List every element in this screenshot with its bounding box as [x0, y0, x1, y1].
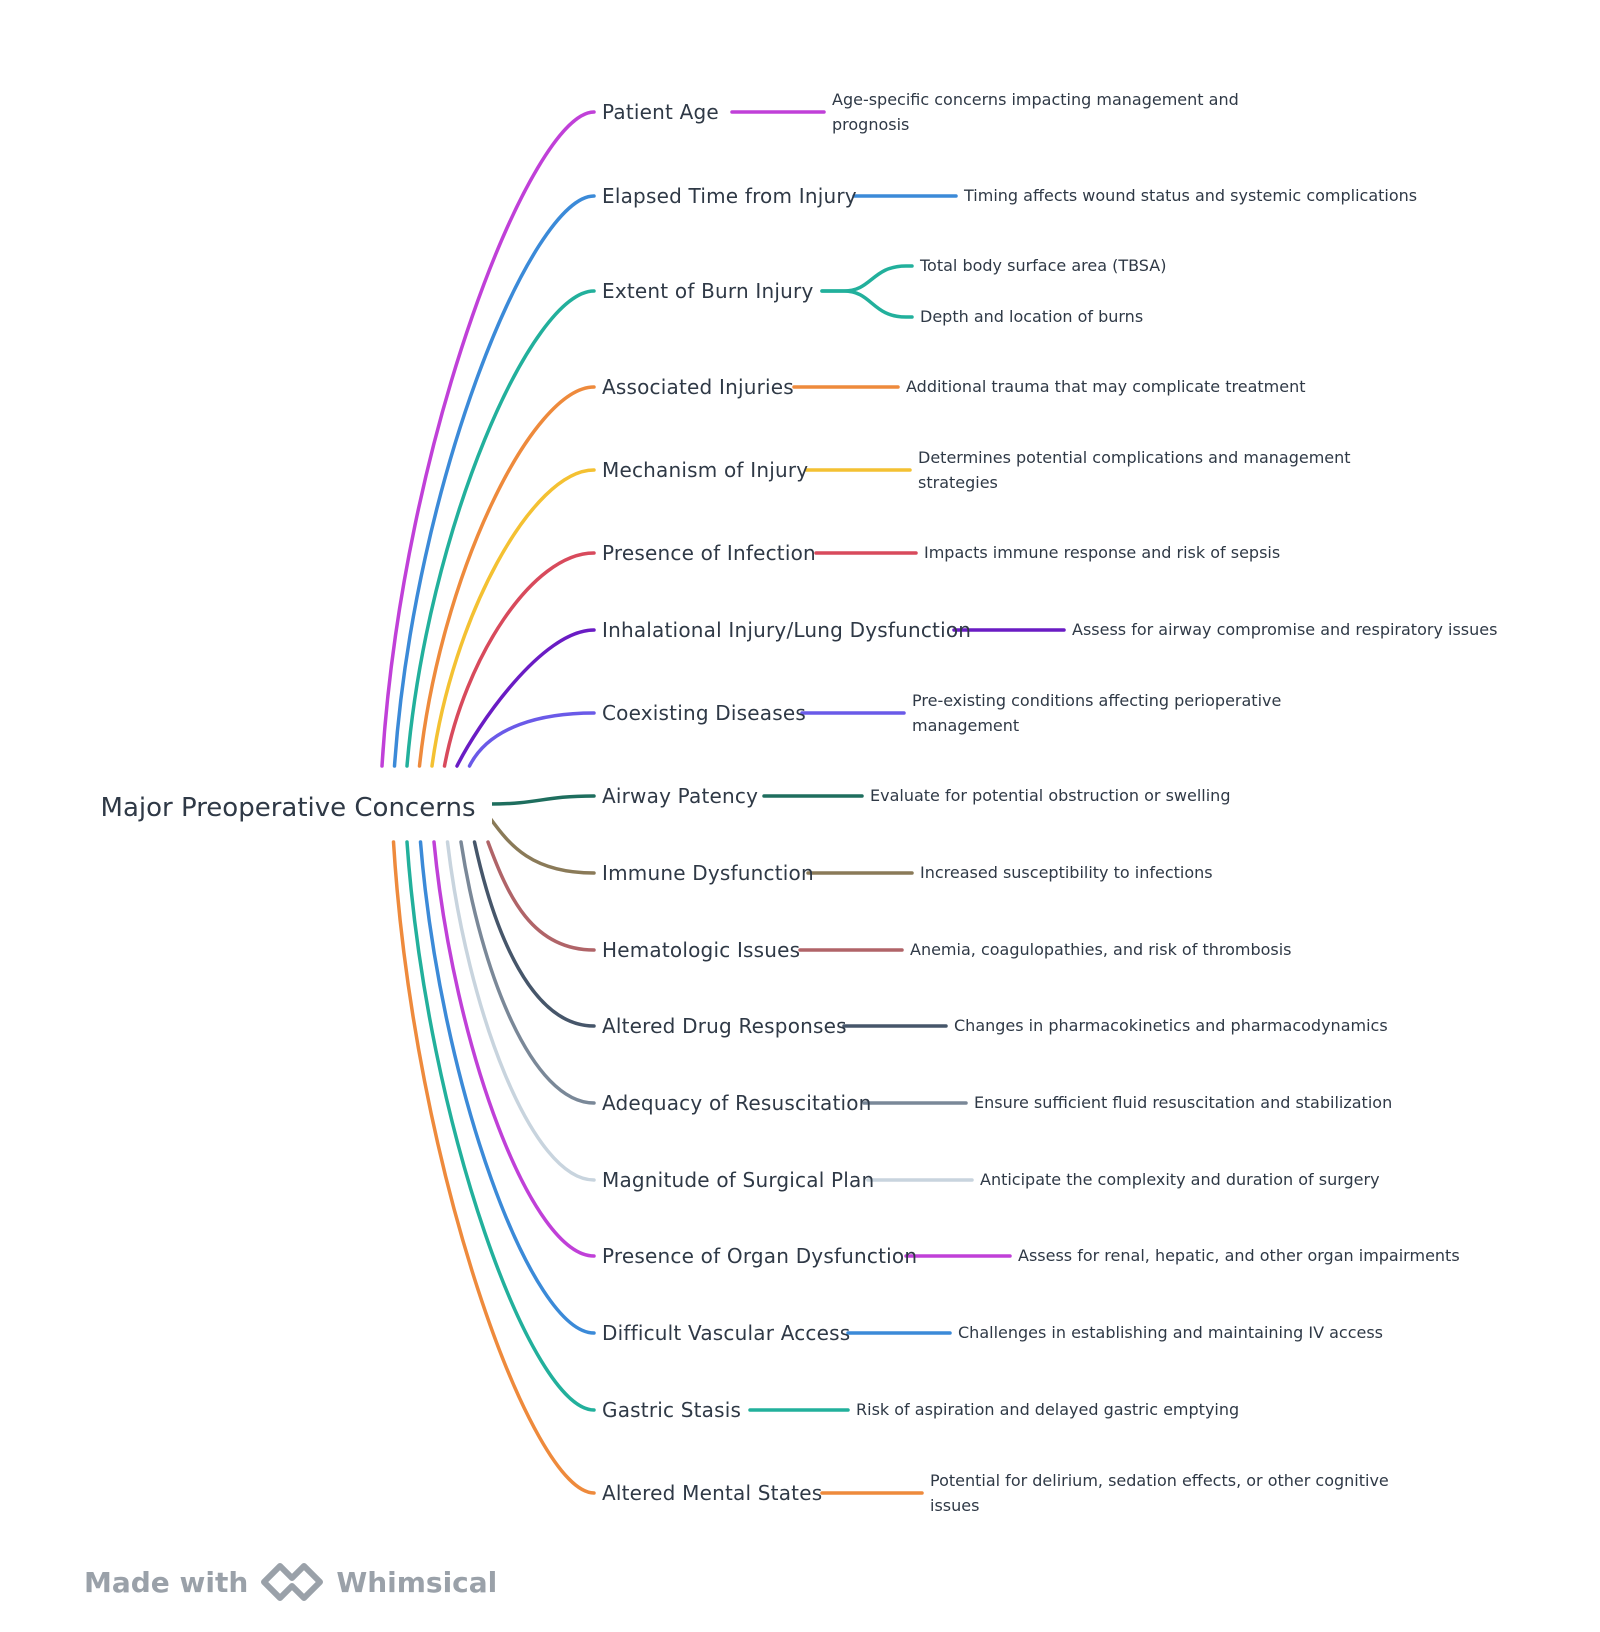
root-node[interactable]: Major Preoperative Concerns	[84, 776, 492, 840]
root-connector	[455, 628, 596, 768]
detail-node[interactable]: Evaluate for potential obstruction or sw…	[870, 786, 1231, 805]
topic-node[interactable]: Altered Mental States	[602, 1481, 822, 1505]
detail-node[interactable]: Challenges in establishing and maintaini…	[958, 1323, 1384, 1342]
topic-node[interactable]: Difficult Vascular Access	[602, 1321, 850, 1345]
topic-label: Airway Patency	[602, 784, 759, 808]
topic-node[interactable]: Patient Age	[602, 100, 719, 124]
whimsical-logo-icon	[261, 1563, 324, 1601]
topic-node[interactable]: Immune Dysfunction	[602, 861, 814, 885]
detail-node[interactable]: Anticipate the complexity and duration o…	[980, 1170, 1380, 1189]
root-connector	[488, 816, 596, 875]
topic-node[interactable]: Presence of Organ Dysfunction	[602, 1244, 917, 1268]
topic-node[interactable]: Mechanism of Injury	[602, 458, 808, 482]
topic-label: Elapsed Time from Injury	[602, 184, 857, 208]
topic-node[interactable]: Gastric Stasis	[602, 1398, 741, 1422]
topic-label: Patient Age	[602, 100, 719, 124]
root-connector	[459, 840, 596, 1105]
topic-node[interactable]: Extent of Burn Injury	[602, 279, 814, 303]
topic-label: Presence of Infection	[602, 541, 816, 565]
topic-label: Mechanism of Injury	[602, 458, 809, 482]
topic-label: Extent of Burn Injury	[602, 279, 814, 303]
detail-node[interactable]: Potential for delirium, sedation effects…	[930, 1471, 1389, 1515]
topic-node[interactable]: Associated Injuries	[602, 375, 794, 399]
root-connector	[392, 194, 596, 768]
topic-label: Associated Injuries	[602, 375, 794, 399]
detail-node[interactable]: Assess for renal, hepatic, and other org…	[1018, 1246, 1460, 1265]
detail-node[interactable]: Total body surface area (TBSA)	[920, 256, 1167, 275]
detail-node[interactable]: Risk of aspiration and delayed gastric e…	[856, 1400, 1240, 1419]
topic-label: Coexisting Diseases	[602, 701, 806, 725]
made-with-text: Made with	[84, 1565, 249, 1599]
topic-node[interactable]: Magnitude of Surgical Plan	[602, 1168, 874, 1192]
root-connector	[405, 289, 596, 768]
topic-node[interactable]: Airway Patency	[602, 784, 758, 808]
topic-label: Altered Mental States	[602, 1481, 823, 1505]
root-connector	[380, 110, 596, 768]
topic-node[interactable]: Presence of Infection	[602, 541, 816, 565]
topic-node[interactable]: Adequacy of Resuscitation	[602, 1091, 872, 1115]
topic-node[interactable]: Inhalational Injury/Lung Dysfunction	[602, 618, 971, 642]
root-connector	[405, 840, 596, 1412]
detail-node[interactable]: Timing affects wound status and systemic…	[964, 186, 1418, 205]
topic-label: Difficult Vascular Access	[602, 1321, 851, 1345]
topic-label: Adequacy of Resuscitation	[602, 1091, 872, 1115]
topic-label: Hematologic Issues	[602, 938, 801, 962]
detail-node[interactable]: Increased susceptibility to infections	[920, 863, 1213, 882]
detail-node[interactable]: Additional trauma that may complicate tr…	[906, 377, 1306, 396]
detail-node[interactable]: Pre-existing conditions affecting periop…	[912, 691, 1282, 735]
root-connector	[442, 551, 596, 768]
detail-node[interactable]: Assess for airway compromise and respira…	[1072, 620, 1498, 639]
topic-label: Presence of Organ Dysfunction	[602, 1244, 918, 1268]
detail-node[interactable]: Anemia, coagulopathies, and risk of thro…	[910, 940, 1292, 959]
root-connector	[488, 794, 596, 806]
root-connector	[467, 711, 596, 768]
detail-connector	[820, 289, 914, 319]
topic-node[interactable]: Coexisting Diseases	[602, 701, 806, 725]
topic-node[interactable]: Altered Drug Responses	[602, 1014, 847, 1038]
detail-connector	[820, 264, 914, 293]
detail-node[interactable]: Ensure sufficient fluid resuscitation an…	[974, 1093, 1393, 1112]
root-connector	[417, 385, 596, 768]
detail-node[interactable]: Changes in pharmacokinetics and pharmaco…	[954, 1016, 1388, 1035]
root-connector	[430, 468, 596, 768]
topic-label: Inhalational Injury/Lung Dysfunction	[602, 618, 972, 642]
root-connector	[432, 840, 596, 1258]
detail-node[interactable]: Determines potential complications and m…	[918, 448, 1351, 492]
topic-label: Altered Drug Responses	[602, 1014, 847, 1038]
detail-node[interactable]: Depth and location of burns	[920, 307, 1144, 326]
root-connector	[445, 840, 596, 1182]
root-connector	[391, 840, 596, 1495]
topic-label: Magnitude of Surgical Plan	[602, 1168, 875, 1192]
whimsical-brand-text: Whimsical	[336, 1565, 498, 1599]
root-connector	[418, 840, 596, 1335]
footer-watermark: Made with Whimsical	[84, 1560, 497, 1604]
topic-node[interactable]: Hematologic Issues	[602, 938, 800, 962]
detail-node[interactable]: Impacts immune response and risk of seps…	[924, 543, 1281, 562]
root-connector	[472, 840, 596, 1028]
topic-label: Immune Dysfunction	[602, 861, 814, 885]
topic-node[interactable]: Elapsed Time from Injury	[602, 184, 857, 208]
topic-label: Gastric Stasis	[602, 1398, 742, 1422]
detail-node[interactable]: Age-specific concerns impacting manageme…	[832, 90, 1239, 134]
root-label: Major Preoperative Concerns	[100, 793, 476, 823]
root-connector	[486, 840, 596, 952]
